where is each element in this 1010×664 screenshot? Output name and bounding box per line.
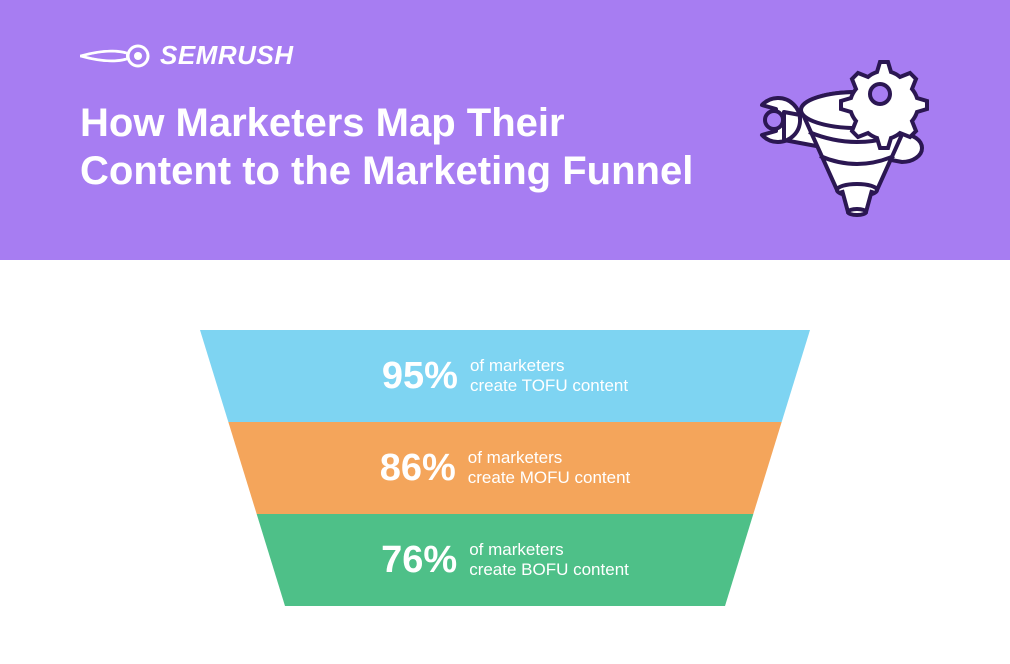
funnel-band-label-1: 86% of marketerscreate MOFU content: [200, 422, 810, 514]
funnel-chart: 95% of marketerscreate TOFU content 86% of …: [200, 330, 810, 611]
funnel-desc-0: of marketerscreate TOFU content: [470, 356, 628, 397]
funnel-gear-wrench-icon: [742, 40, 962, 220]
title-line-1: How Marketers Map Their: [80, 101, 565, 145]
funnel-percent-2: 76%: [381, 539, 457, 582]
funnel-band-label-0: 95% of marketerscreate TOFU content: [200, 330, 810, 422]
semrush-comet-icon: [80, 44, 150, 68]
funnel-band-label-2: 76% of marketerscreate BOFU content: [200, 514, 810, 606]
page-title: How Marketers Map Their Content to the M…: [80, 99, 720, 195]
brand-text: SEMRUSH: [160, 40, 294, 71]
funnel-percent-0: 95%: [382, 355, 458, 398]
funnel-chart-container: 95% of marketerscreate TOFU content 86% of …: [0, 260, 1010, 611]
funnel-desc-1: of marketerscreate MOFU content: [468, 448, 631, 489]
title-line-2: Content to the Marketing Funnel: [80, 149, 693, 193]
funnel-desc-2: of marketerscreate BOFU content: [469, 540, 629, 581]
header: SEMRUSH How Marketers Map Their Content …: [0, 0, 1010, 260]
funnel-percent-1: 86%: [380, 447, 456, 490]
